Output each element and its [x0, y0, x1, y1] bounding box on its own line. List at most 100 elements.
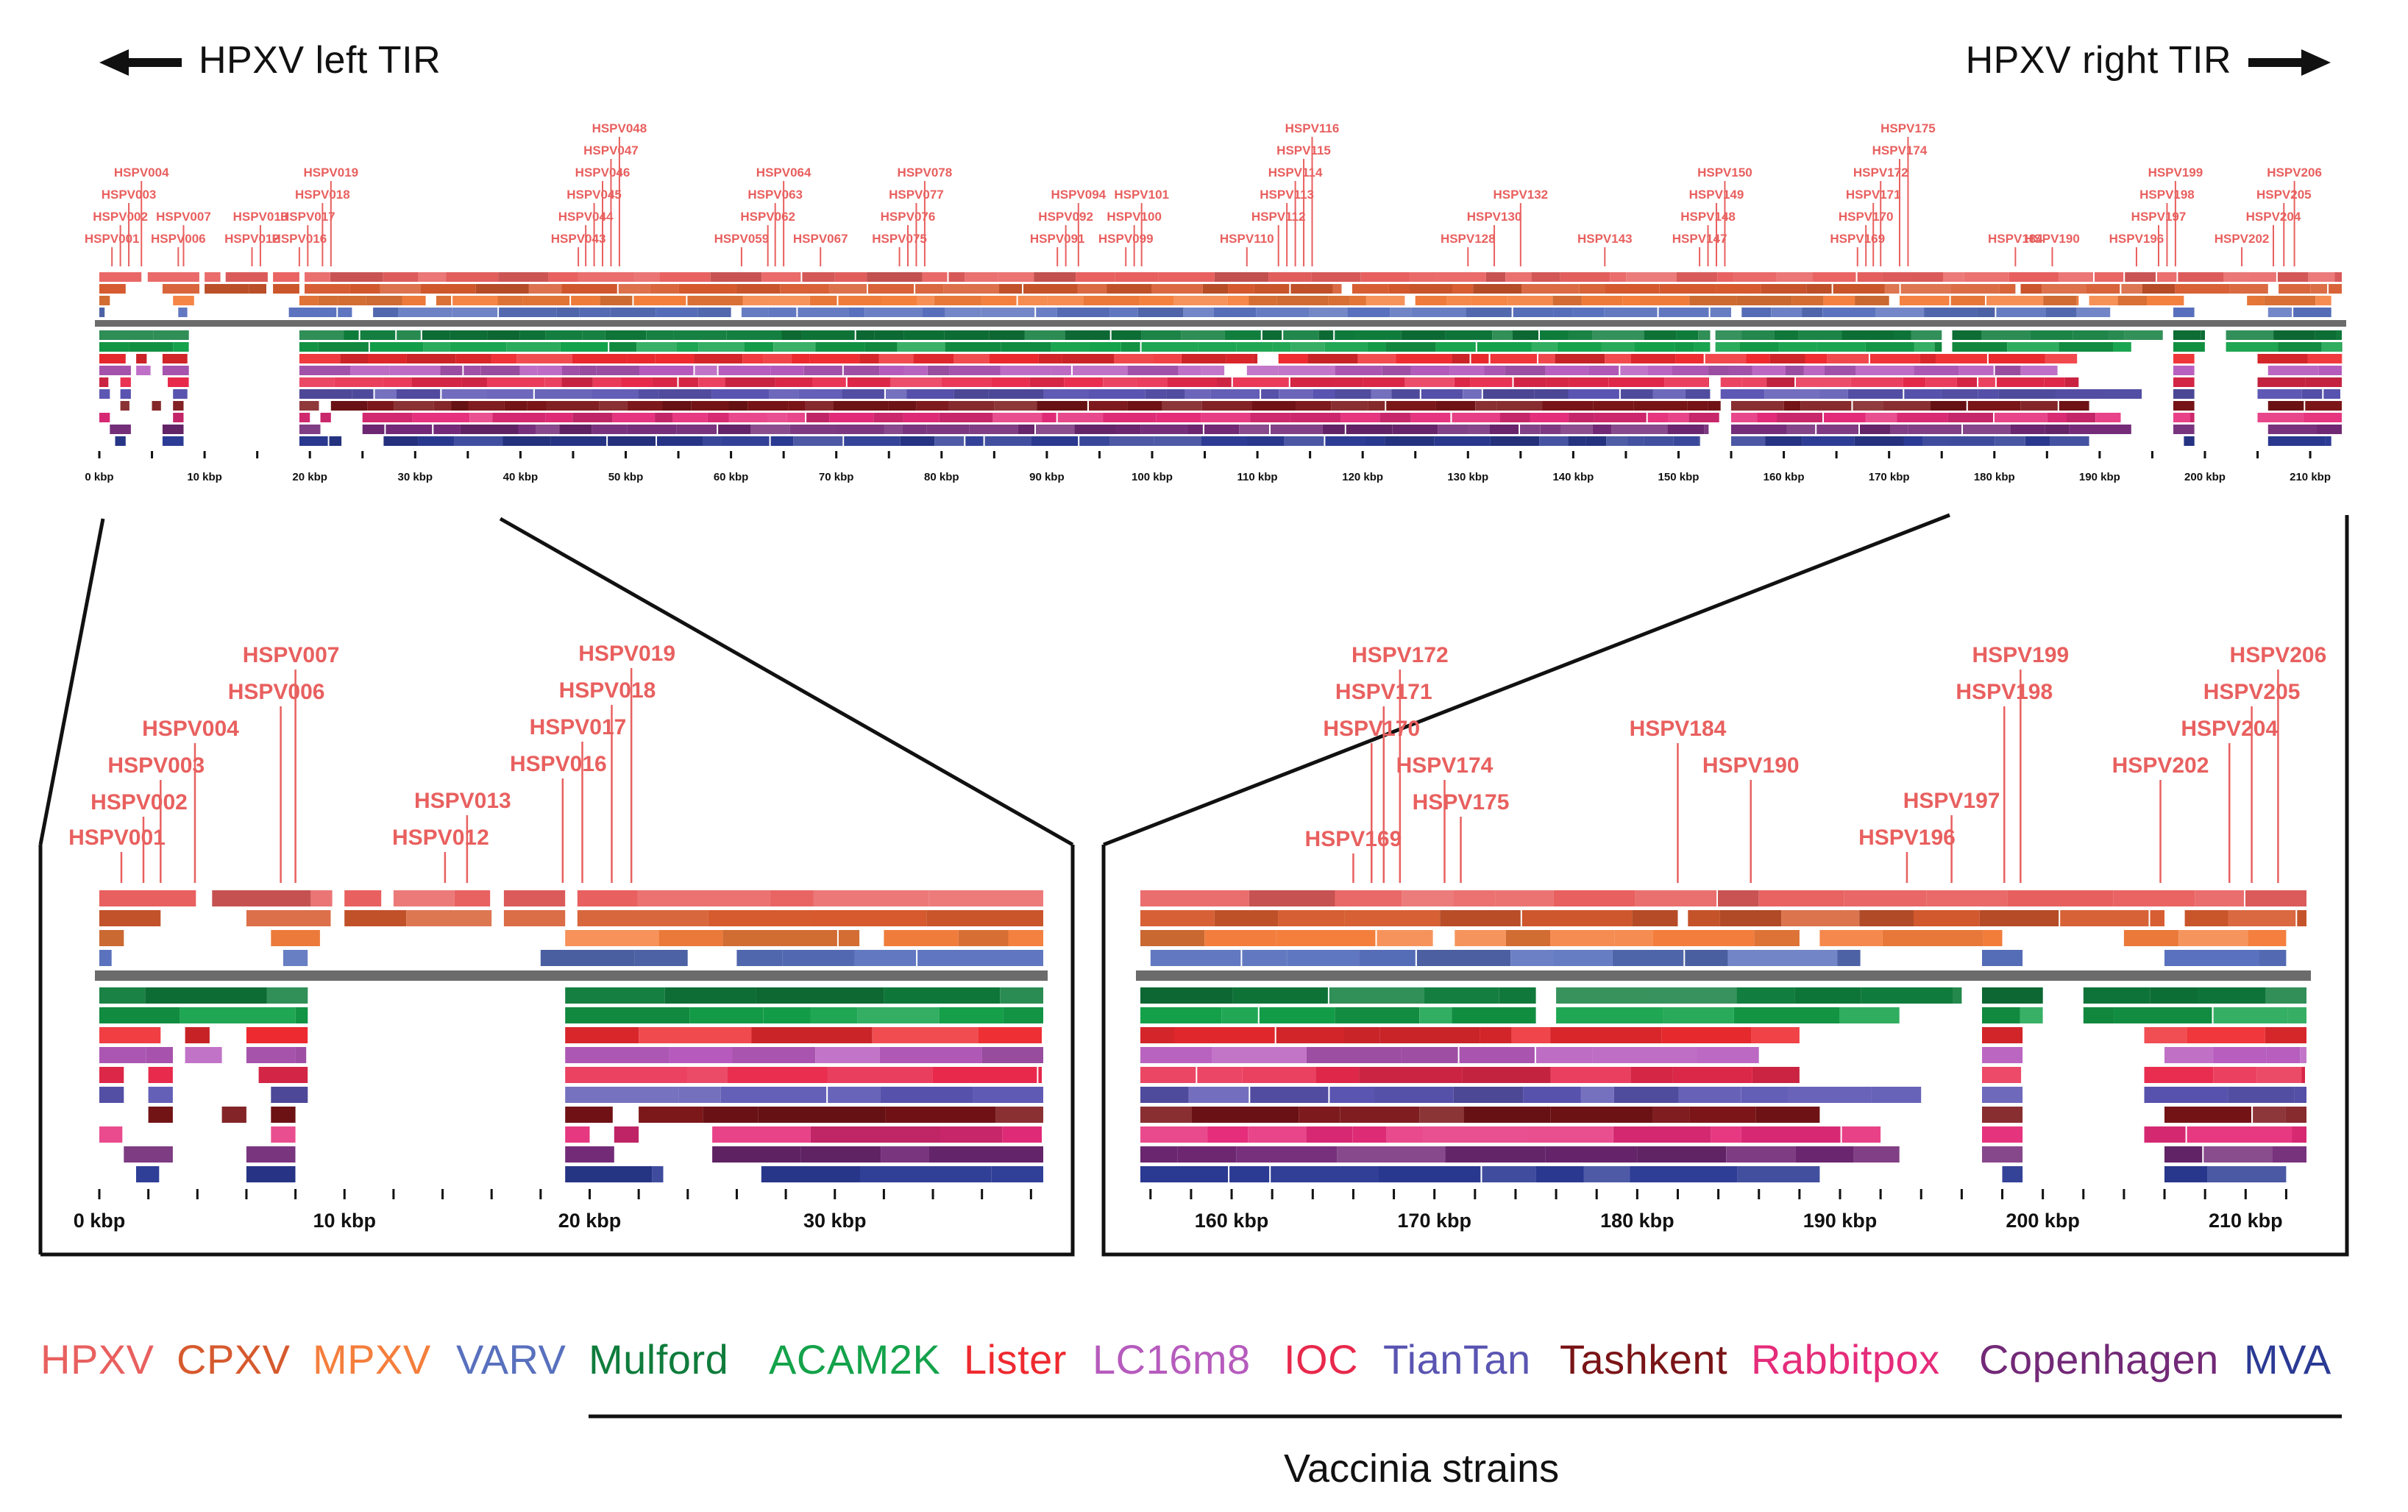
- genome-block: [695, 366, 717, 375]
- genome-block: [1982, 1067, 2022, 1083]
- genome-block: [412, 413, 470, 422]
- axis-tick: [1352, 1189, 1354, 1199]
- genome-block: [1914, 342, 1935, 352]
- genome-block: [2164, 1047, 2214, 1063]
- genome-block: [1315, 1067, 1360, 1083]
- genome-block: [1941, 389, 1978, 399]
- gene-label: HSPV110: [1220, 232, 1274, 246]
- genome-block: [813, 910, 927, 926]
- genome-block: [815, 1047, 880, 1063]
- genome-block: [2059, 272, 2093, 282]
- gene-label: HSPV198: [1956, 680, 2053, 704]
- gene-label: HSPV202: [2215, 232, 2270, 246]
- genome-block: [446, 272, 499, 282]
- genome-block: [1800, 401, 1852, 411]
- genome-block: [1787, 1087, 1872, 1103]
- genome-block: [578, 272, 635, 282]
- genome-block: [1606, 436, 1628, 446]
- genome-block: [786, 413, 806, 422]
- genome-block: [349, 284, 380, 294]
- legend-item-mulford: Mulford: [589, 1336, 729, 1383]
- genome-block: [1963, 425, 2011, 434]
- genome-block: [1350, 296, 1366, 305]
- genome-block: [1197, 1067, 1243, 1083]
- genome-block: [246, 1027, 308, 1043]
- genome-block: [506, 342, 561, 352]
- right-zoom-connector: [1103, 513, 1950, 847]
- axis-tick: [686, 1189, 689, 1199]
- genome-block: [561, 284, 617, 294]
- genome-block: [461, 377, 487, 387]
- genome-block: [872, 1027, 979, 1043]
- genome-block: [1031, 436, 1079, 446]
- genome-block: [2045, 425, 2070, 434]
- genome-block: [917, 950, 1043, 966]
- genome-block: [965, 272, 998, 282]
- genome-block: [1324, 342, 1368, 352]
- genome-block: [736, 950, 783, 966]
- genome-block: [1359, 950, 1416, 966]
- genome-block: [475, 284, 529, 294]
- legend-item-varv: VARV: [456, 1336, 567, 1383]
- genome-block: [393, 890, 455, 906]
- genome-block: [827, 1067, 933, 1083]
- genome-block: [1627, 436, 1644, 446]
- gene-label: HSPV007: [243, 643, 340, 667]
- genome-block: [2287, 1007, 2306, 1023]
- genome-block: [2278, 342, 2322, 352]
- axis-tick: [294, 1189, 297, 1199]
- genome-block: [1466, 308, 1512, 317]
- genome-block: [1410, 366, 1450, 375]
- genome-block: [418, 272, 447, 282]
- genome-block: [1214, 910, 1279, 926]
- axis-tick: [624, 451, 627, 458]
- genome-block: [1531, 987, 1536, 1004]
- genome-block: [1689, 296, 1737, 305]
- genome-block: [1786, 366, 1804, 375]
- genome-block: [1613, 1087, 1679, 1103]
- genome-block: [1496, 401, 1543, 411]
- genome-block: [1956, 377, 1978, 387]
- genome-block: [146, 1047, 173, 1063]
- genome-block: [147, 272, 199, 282]
- gene-label: HSPV170: [1839, 210, 1894, 224]
- genome-block: [1221, 1007, 1258, 1023]
- gene-label: HSPV206: [2267, 166, 2322, 180]
- genome-block: [1473, 284, 1522, 294]
- reference-separator: [95, 320, 2346, 327]
- genome-block: [1446, 296, 1472, 305]
- gene-label: HSPV128: [1441, 232, 1496, 246]
- genome-block: [246, 1047, 296, 1063]
- genome-block: [534, 389, 592, 399]
- genome-block: [1290, 377, 1332, 387]
- genome-block: [655, 413, 672, 422]
- genome-block: [1953, 987, 1962, 1004]
- genome-block: [1201, 413, 1251, 422]
- genome-block: [1648, 366, 1672, 375]
- genome-block: [1331, 401, 1368, 411]
- genome-block: [2308, 272, 2335, 282]
- genome-block: [299, 377, 335, 387]
- genome-block: [1806, 284, 1832, 294]
- genome-block: [423, 342, 450, 352]
- axis-tick: [572, 451, 575, 458]
- genome-block: [2336, 330, 2342, 340]
- genome-block: [1401, 330, 1446, 340]
- overview-axis-label: 140 kbp: [1552, 471, 1594, 483]
- genome-block: [450, 330, 488, 340]
- genome-block: [1967, 296, 1985, 305]
- genome-block: [2229, 284, 2268, 294]
- genome-block: [1644, 436, 1674, 446]
- genome-block: [572, 413, 613, 422]
- genome-block: [464, 366, 481, 375]
- axis-tick: [882, 1189, 885, 1199]
- overview-axis-label: 200 kbp: [2184, 471, 2226, 483]
- gene-label: HSPV091: [1030, 232, 1085, 246]
- genome-block: [2197, 987, 2266, 1004]
- axis-tick: [981, 1189, 984, 1199]
- genome-block: [1833, 284, 1885, 294]
- genome-block: [582, 330, 605, 340]
- genome-block: [1480, 1027, 1512, 1043]
- genome-block: [906, 389, 954, 399]
- genome-block: [2059, 342, 2114, 352]
